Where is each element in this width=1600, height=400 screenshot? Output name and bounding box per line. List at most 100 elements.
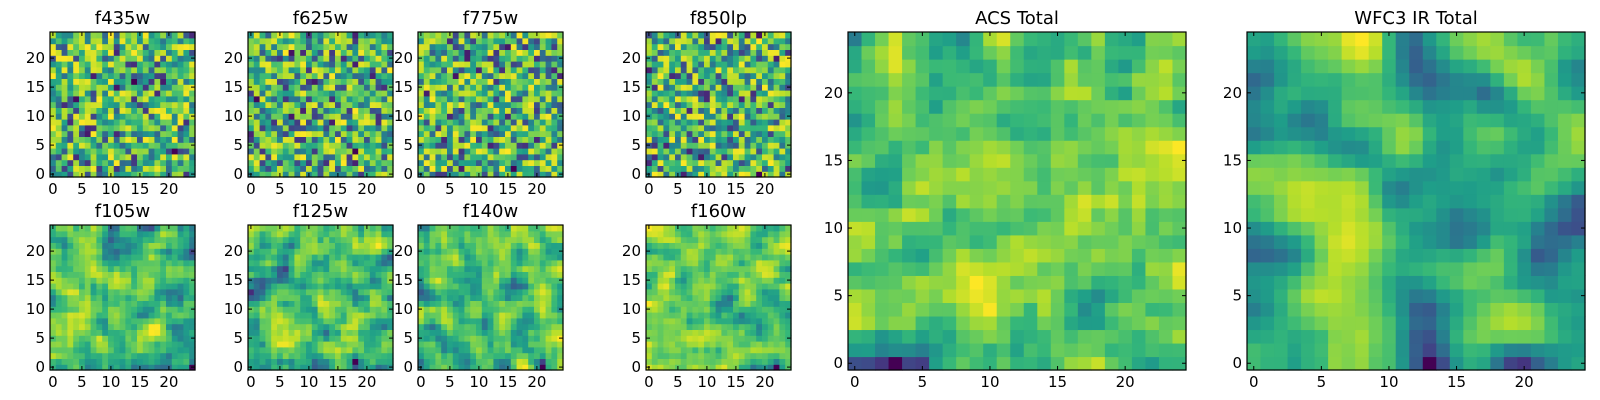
heatmap-cell: [539, 364, 547, 371]
heatmap-cell: [418, 130, 425, 137]
heatmap-cell: [721, 165, 728, 172]
heatmap-cell: [340, 90, 348, 97]
heatmap-cell: [423, 225, 431, 232]
heatmap-cell: [50, 124, 57, 132]
heatmap-cell: [470, 317, 477, 325]
heatmap-cell: [481, 254, 489, 261]
heatmap-cell: [253, 294, 261, 301]
heatmap-cell: [294, 78, 301, 85]
heatmap-cell: [481, 352, 489, 359]
heatmap-cell: [663, 364, 670, 371]
heatmap-cell: [675, 341, 682, 348]
heatmap-cell: [675, 119, 682, 126]
heatmap-cell: [329, 72, 336, 79]
heatmap-cell: [189, 119, 196, 126]
heatmap-cell: [680, 300, 688, 307]
heatmap-cell: [545, 159, 552, 166]
heatmap-cell: [50, 352, 57, 359]
heatmap-cell: [375, 130, 382, 137]
heatmap-cell: [675, 142, 682, 149]
heatmap-cell: [177, 335, 184, 342]
heatmap-cell: [773, 300, 780, 307]
heatmap-cell: [698, 148, 705, 155]
heatmap-cell: [61, 84, 68, 91]
heatmap-cell: [773, 294, 780, 301]
heatmap-cell: [335, 130, 342, 137]
heatmap-cell: [785, 90, 792, 97]
heatmap-cell: [61, 107, 68, 114]
heatmap-cell: [364, 148, 371, 155]
x-tick-label: 15: [498, 180, 517, 198]
heatmap-cell: [381, 130, 388, 137]
heatmap-cell: [346, 159, 353, 166]
heatmap-cell: [79, 72, 86, 79]
y-tick-label: 15: [224, 271, 243, 289]
heatmap-cell: [657, 341, 664, 348]
heatmap-cell: [335, 230, 342, 238]
heatmap-cell: [458, 358, 465, 365]
heatmap-cell: [505, 329, 512, 336]
heatmap-cell: [686, 148, 693, 155]
heatmap-cell: [669, 124, 676, 132]
heatmap-cell: [551, 346, 558, 354]
heatmap-cell: [271, 248, 278, 255]
y-tick-label: 5: [403, 329, 413, 347]
heatmap-cell: [79, 294, 86, 301]
heatmap-cell: [148, 84, 155, 91]
heatmap-cell: [288, 335, 295, 342]
heatmap-cell: [698, 61, 705, 68]
heatmap-cell: [545, 66, 552, 74]
heatmap-cell: [476, 84, 483, 91]
heatmap-cell: [452, 148, 460, 155]
heatmap-cell: [67, 78, 74, 85]
heatmap-cell: [131, 43, 138, 50]
heatmap-cell: [750, 136, 757, 143]
heatmap-cell: [738, 329, 746, 336]
heatmap-cell: [452, 236, 460, 243]
heatmap-cell: [470, 119, 477, 126]
heatmap-cell: [692, 61, 699, 68]
heatmap-cell: [183, 84, 190, 91]
heatmap-cell: [646, 341, 653, 348]
heatmap-cell: [125, 335, 132, 342]
heatmap-cell: [67, 165, 74, 172]
heatmap-cell: [50, 283, 57, 290]
heatmap-cell: [79, 142, 86, 149]
heatmap-cell: [253, 248, 261, 255]
heatmap-cell: [680, 364, 688, 371]
heatmap-cell: [539, 124, 547, 132]
heatmap-cell: [418, 236, 425, 243]
heatmap-cell: [692, 107, 699, 114]
heatmap-cell: [84, 136, 92, 143]
y-tick-label: 20: [394, 242, 413, 260]
heatmap-cell: [189, 90, 196, 97]
heatmap-cell: [744, 358, 751, 365]
heatmap-cell: [125, 136, 132, 143]
heatmap-cell: [505, 43, 512, 50]
heatmap-cell: [756, 107, 763, 114]
heatmap-cell: [510, 95, 518, 103]
heatmap-cell: [346, 300, 353, 307]
heatmap-cell: [441, 312, 448, 319]
heatmap-cell: [171, 300, 179, 307]
heatmap-cell: [335, 142, 342, 149]
heatmap-cell: [441, 294, 448, 301]
heatmap-cell: [516, 43, 523, 50]
heatmap-cell: [557, 300, 564, 307]
heatmap-cell: [721, 317, 728, 325]
heatmap-cell: [358, 294, 365, 301]
heatmap-cell: [464, 165, 471, 172]
heatmap-cell: [317, 119, 324, 126]
heatmap-cell: [551, 254, 558, 261]
heatmap-cell: [551, 242, 558, 249]
heatmap-cell: [727, 312, 734, 319]
heatmap-cell: [704, 78, 711, 85]
heatmap-cell: [663, 90, 670, 97]
heatmap-cell: [61, 43, 68, 50]
heatmap-cell: [487, 72, 494, 79]
heatmap-cell: [317, 171, 324, 178]
heatmap-cell: [756, 159, 763, 166]
heatmap-cell: [358, 271, 365, 278]
heatmap-cell: [335, 294, 342, 301]
heatmap-cell: [692, 113, 699, 120]
